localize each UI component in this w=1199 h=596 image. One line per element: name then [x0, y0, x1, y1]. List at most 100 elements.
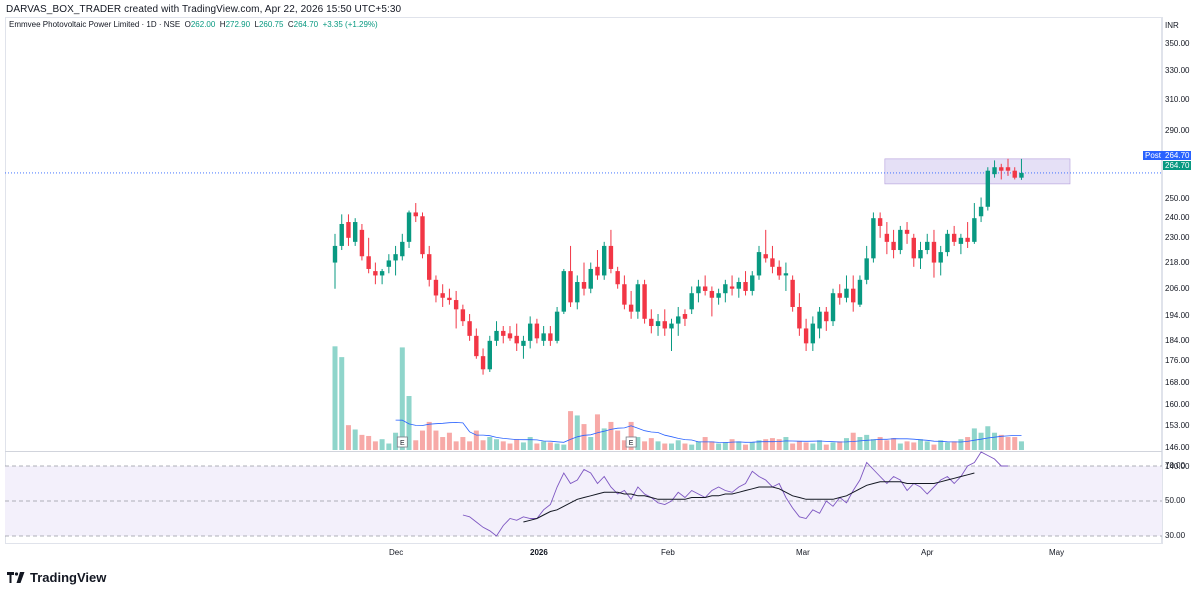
candle-body[interactable] [635, 284, 641, 312]
candle-body[interactable] [554, 311, 560, 341]
candle-body[interactable] [373, 271, 378, 276]
candle-body[interactable] [898, 229, 903, 251]
candle-body[interactable] [918, 250, 923, 259]
candle-body[interactable] [568, 271, 573, 303]
candle-body[interactable] [386, 260, 392, 267]
candle-body[interactable] [467, 321, 472, 336]
candle-body[interactable] [904, 229, 910, 234]
candle-body[interactable] [487, 340, 492, 370]
candle-body[interactable] [938, 252, 943, 263]
candle-body[interactable] [413, 212, 418, 217]
candle-body[interactable] [427, 254, 432, 280]
candle-body[interactable] [501, 330, 506, 336]
candle-body[interactable] [810, 323, 816, 344]
candle-body[interactable] [945, 233, 950, 253]
candle-body[interactable] [723, 284, 728, 294]
candle-body[interactable] [447, 297, 452, 301]
candle-body[interactable] [1005, 167, 1011, 171]
candle-body[interactable] [709, 290, 715, 298]
candle-body[interactable] [958, 237, 964, 244]
candle-body[interactable] [743, 282, 748, 291]
candle-body[interactable] [871, 218, 876, 259]
earnings-marker[interactable] [396, 436, 408, 448]
candle-body[interactable] [655, 321, 661, 327]
candle-body[interactable] [521, 340, 526, 346]
candle-body[interactable] [817, 311, 822, 329]
candle-body[interactable] [595, 266, 600, 276]
candle-body[interactable] [911, 237, 916, 259]
candle-body[interactable] [346, 222, 351, 238]
candle-body[interactable] [581, 282, 587, 289]
candle-body[interactable] [588, 268, 593, 289]
candle-body[interactable] [999, 167, 1004, 171]
candle-body[interactable] [602, 245, 607, 276]
candle-body[interactable] [750, 275, 755, 291]
candle-body[interactable] [696, 286, 701, 294]
candle-body[interactable] [931, 241, 937, 263]
candle-body[interactable] [978, 206, 984, 217]
candle-body[interactable] [507, 333, 513, 339]
candle-body[interactable] [433, 279, 439, 296]
candle-body[interactable] [1019, 172, 1024, 178]
candle-body[interactable] [965, 237, 970, 242]
candle-body[interactable] [527, 323, 533, 341]
candle-body[interactable] [925, 241, 930, 251]
candle-body[interactable] [352, 222, 358, 242]
candle-body[interactable] [440, 293, 445, 298]
candle-body[interactable] [359, 229, 365, 257]
candle-body[interactable] [339, 223, 344, 246]
candle-body[interactable] [480, 356, 486, 370]
candle-body[interactable] [561, 271, 567, 312]
candle-body[interactable] [803, 328, 809, 344]
candle-body[interactable] [460, 309, 466, 322]
candle-body[interactable] [716, 293, 721, 298]
candle-body[interactable] [608, 245, 614, 269]
candle-body[interactable] [797, 306, 802, 329]
candle-body[interactable] [729, 286, 735, 289]
candle-body[interactable] [534, 323, 540, 339]
candle-body[interactable] [514, 335, 519, 344]
candle-body[interactable] [736, 282, 741, 289]
candle-body[interactable] [837, 293, 842, 298]
candle-body[interactable] [400, 241, 405, 257]
pane-separator[interactable] [5, 451, 1162, 452]
candle-body[interactable] [420, 216, 425, 255]
candle-body[interactable] [689, 293, 694, 310]
candle-body[interactable] [884, 233, 890, 242]
candle-body[interactable] [649, 318, 654, 327]
candle-body[interactable] [332, 245, 338, 263]
candle-body[interactable] [622, 284, 627, 305]
candle-body[interactable] [776, 266, 782, 276]
candle-body[interactable] [877, 218, 883, 226]
candle-body[interactable] [790, 279, 795, 307]
candle-body[interactable] [756, 252, 762, 276]
candle-body[interactable] [985, 170, 991, 207]
candle-body[interactable] [366, 256, 371, 269]
candle-body[interactable] [379, 271, 385, 276]
candle-body[interactable] [682, 314, 688, 319]
candle-body[interactable] [662, 321, 667, 329]
candle-body[interactable] [844, 288, 849, 298]
candle-body[interactable] [615, 271, 620, 285]
candle-body[interactable] [669, 323, 674, 329]
candle-body[interactable] [864, 258, 869, 280]
candle-body[interactable] [702, 286, 708, 291]
candle-body[interactable] [453, 300, 459, 310]
candle-body[interactable] [474, 335, 479, 357]
candle-body[interactable] [891, 241, 896, 251]
candle-body[interactable] [992, 167, 997, 175]
earnings-marker[interactable] [625, 436, 637, 448]
darvas-box[interactable] [884, 158, 1071, 185]
candle-body[interactable] [575, 282, 580, 303]
candle-body[interactable] [857, 279, 863, 305]
candle-body[interactable] [494, 330, 499, 341]
candle-body[interactable] [393, 254, 398, 261]
candle-body[interactable] [1012, 170, 1017, 178]
candle-body[interactable] [972, 218, 977, 242]
candle-body[interactable] [830, 293, 836, 322]
candle-body[interactable] [676, 316, 681, 324]
candle-body[interactable] [783, 273, 789, 276]
candle-body[interactable] [541, 333, 546, 341]
candle-body[interactable] [548, 333, 553, 341]
